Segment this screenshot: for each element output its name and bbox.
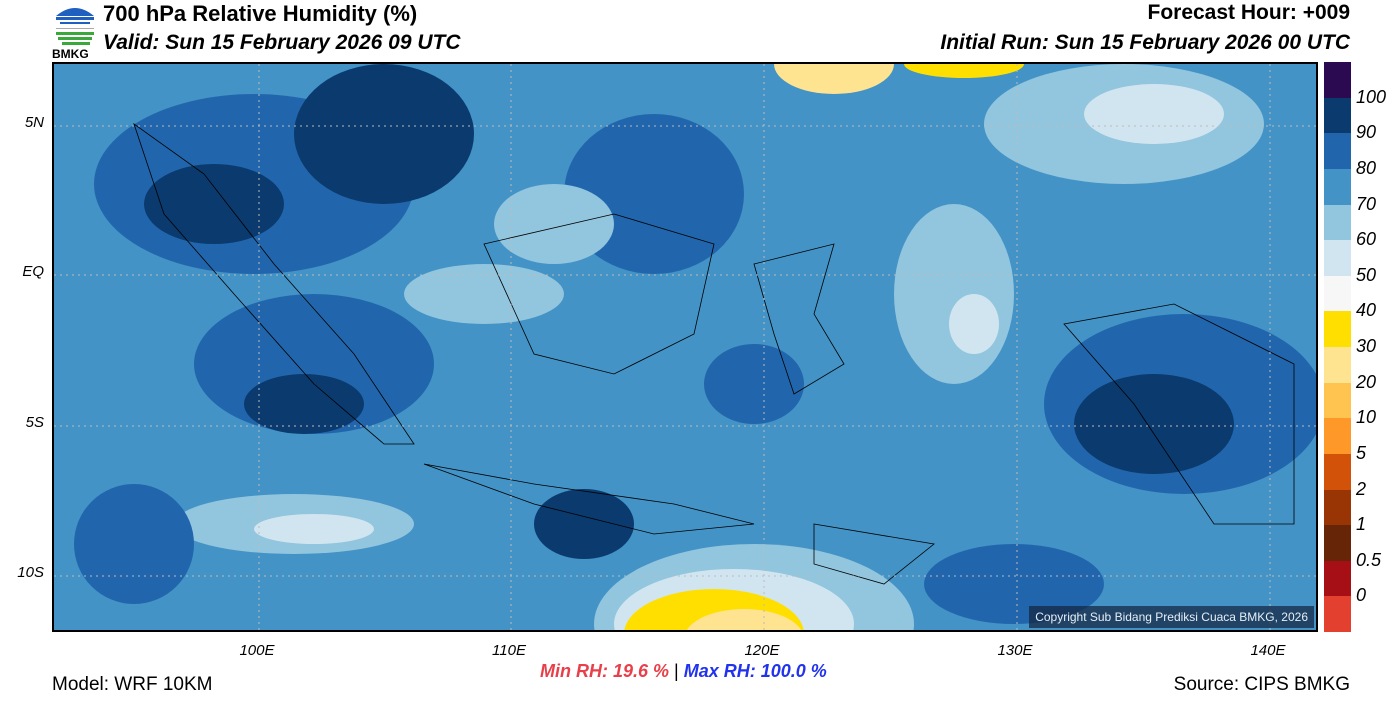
colorbar-label: 20 [1356, 371, 1377, 392]
lat-label-5n: 5N [24, 114, 44, 131]
colorbar-label: 0 [1356, 585, 1367, 606]
colorbar-swatch [1324, 418, 1351, 454]
lon-label-110e: 110E [492, 642, 526, 659]
colorbar-label: 0.5 [1356, 549, 1382, 570]
colorbar-label: 2 [1356, 478, 1367, 499]
lat-label-5s: 5S [25, 414, 44, 431]
colorbar-swatch [1324, 560, 1351, 597]
colorbar-label: 60 [1356, 229, 1377, 250]
colorbar-swatch [1324, 347, 1351, 383]
lon-label-140e: 140E [1250, 642, 1286, 659]
colorbar-label: 80 [1356, 157, 1377, 178]
forecast-hour: Forecast Hour: +009 [1147, 1, 1351, 24]
colorbar-label: 90 [1356, 122, 1377, 143]
colorbar-label: 100 [1356, 86, 1387, 107]
colorbar-label: 30 [1356, 336, 1377, 356]
lon-label-100e: 100E [239, 642, 275, 659]
colorbar-label: 1 [1356, 514, 1367, 535]
colorbar-label: 50 [1356, 264, 1377, 285]
chart-title: 700 hPa Relative Humidity (%) [103, 1, 418, 26]
colorbar-swatch [1324, 453, 1351, 490]
initial-run: Initial Run: Sun 15 February 2026 00 UTC [940, 31, 1350, 54]
source-label: Source: CIPS BMKG [1173, 674, 1350, 695]
valid-time: Valid: Sun 15 February 2026 09 UTC [103, 31, 461, 54]
colorbar-swatch [1324, 204, 1351, 241]
colorbar-swatch [1324, 596, 1351, 632]
humidity-field [74, 64, 1316, 630]
min-rh: Min RH: 19.6 % [540, 661, 670, 681]
colorbar-swatch [1324, 97, 1351, 134]
colorbar-swatch [1324, 525, 1351, 561]
colorbar-label: 5 [1356, 442, 1367, 463]
colorbar-swatch [1324, 240, 1351, 276]
logo-text: BMKG [52, 47, 89, 61]
colorbar-label: 70 [1356, 193, 1377, 214]
gridlines [54, 64, 1316, 630]
colorbar-swatch [1324, 133, 1351, 169]
lat-label-eq: EQ [22, 263, 44, 280]
colorbar-swatch [1324, 489, 1351, 526]
humidity-map: Copyright Sub Bidang Prediksi Cuaca BMKG… [52, 62, 1318, 632]
colorbar [1324, 62, 1351, 632]
colorbar-swatch [1324, 62, 1351, 98]
max-rh: Max RH: 100.0 % [683, 661, 827, 681]
copyright-notice: Copyright Sub Bidang Prediksi Cuaca BMKG… [1029, 606, 1314, 628]
colorbar-swatch [1324, 382, 1351, 419]
coastlines [133, 122, 1295, 585]
colorbar-swatch [1324, 311, 1351, 347]
colorbar-swatch [1324, 168, 1351, 205]
colorbar-swatch [1324, 275, 1351, 312]
model-label: Model: WRF 10KM [52, 674, 213, 695]
bmkg-logo: BMKG [52, 2, 98, 61]
lat-label-10s: 10S [17, 564, 44, 581]
lon-label-130e: 130E [997, 642, 1033, 659]
lon-label-120e: 120E [744, 642, 780, 659]
min-max-rh: Min RH: 19.6 % | Max RH: 100.0 % [540, 661, 827, 682]
colorbar-label: 40 [1356, 300, 1377, 321]
colorbar-label: 10 [1356, 407, 1377, 428]
separator: | [674, 661, 679, 681]
